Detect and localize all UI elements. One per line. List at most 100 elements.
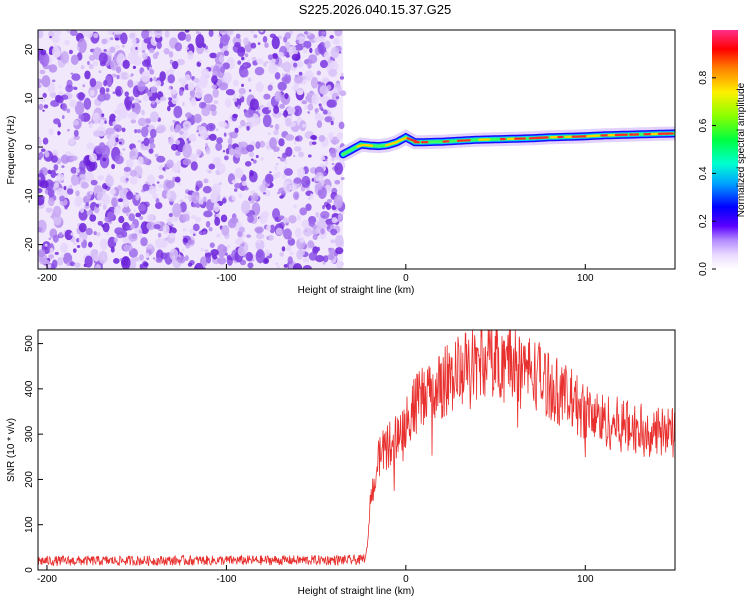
noise-speck [219,42,224,49]
noise-speck [168,51,174,58]
noise-speck [50,155,58,163]
noise-speck [289,30,293,35]
noise-speck [177,255,186,264]
noise-speck [124,91,129,97]
noise-speck [311,229,319,236]
noise-speck [166,217,173,226]
noise-speck [285,146,293,157]
noise-speck [175,124,182,133]
noise-speck [330,47,340,59]
noise-speck [65,84,74,93]
noise-speck [329,147,338,158]
noise-speck [74,262,81,268]
noise-speck [48,197,55,207]
noise-speck [101,113,105,117]
noise-speck [328,68,338,77]
noise-speck [98,118,105,126]
noise-speck [227,137,233,145]
noise-speck [272,208,281,220]
noise-speck [269,171,272,174]
noise-speck [48,30,55,38]
noise-speck [142,52,148,60]
snr-y-axis-label: SNR (10 * v/v) [6,418,17,482]
noise-speck [88,241,93,248]
noise-speck [164,30,170,38]
noise-speck [338,121,345,130]
noise-speck [277,265,280,269]
noise-speck [116,74,120,80]
noise-speck [296,249,304,260]
noise-speck [156,155,166,163]
noise-speck [298,151,304,158]
noise-speck [289,251,294,256]
noise-speck [182,143,192,159]
noise-speck [97,175,105,181]
noise-speck [218,121,228,128]
noise-speck [202,185,212,194]
noise-speck [137,117,147,127]
noise-speck [302,47,308,54]
noise-speck [209,242,215,248]
noise-speck [44,259,50,265]
noise-speck [293,204,297,209]
noise-speck [303,227,313,237]
noise-speck [308,197,311,200]
noise-speck [170,89,178,95]
noise-speck [104,120,107,124]
noise-speck [316,70,321,76]
noise-speck [178,130,184,135]
noise-speck [61,115,65,120]
noise-speck [278,138,285,147]
noise-speck [311,93,320,105]
noise-speck [71,73,81,81]
noise-speck [111,197,118,208]
spectrogram-x-ticks: -200 -100 0 100 [37,264,594,284]
noise-speck [175,151,181,156]
noise-speck [70,72,74,75]
noise-speck [89,190,94,195]
noise-speck [238,94,243,98]
noise-speck [93,231,97,236]
noise-speck [174,42,183,52]
noise-speck [98,250,108,264]
noise-speck [174,176,181,183]
noise-speck [128,233,138,242]
noise-speck [110,188,116,195]
noise-speck [133,256,140,262]
noise-speck [302,256,310,263]
noise-speck [169,125,175,132]
noise-speck [237,46,246,57]
noise-speck [333,194,344,209]
noise-speck [77,38,87,54]
noise-speck [223,72,233,84]
noise-speck [72,120,79,126]
spectrogram-y-ticks: -20 -10 0 10 20 [24,44,43,252]
noise-speck [307,62,312,69]
y-tick-label: 0 [24,144,35,150]
noise-speck [215,128,219,132]
noise-speck [326,253,335,261]
noise-speck [57,130,61,136]
noise-speck [234,182,242,189]
noise-speck [255,154,259,159]
noise-speck [114,227,124,235]
noise-speck [315,255,325,263]
noise-speck [203,93,214,104]
noise-speck [96,203,100,208]
noise-speck [240,119,246,127]
noise-speck [215,142,223,152]
noise-speck [241,200,251,214]
noise-speck [162,224,170,235]
noise-speck [223,50,229,57]
noise-speck [318,175,323,182]
noise-speck [167,105,171,112]
noise-speck [293,62,298,68]
noise-speck [210,193,217,204]
noise-speck [195,33,205,49]
noise-speck [275,262,279,265]
noise-speck [257,42,261,46]
noise-speck [194,217,202,223]
noise-speck [284,92,289,100]
noise-speck [121,230,128,238]
noise-speck [307,31,311,36]
